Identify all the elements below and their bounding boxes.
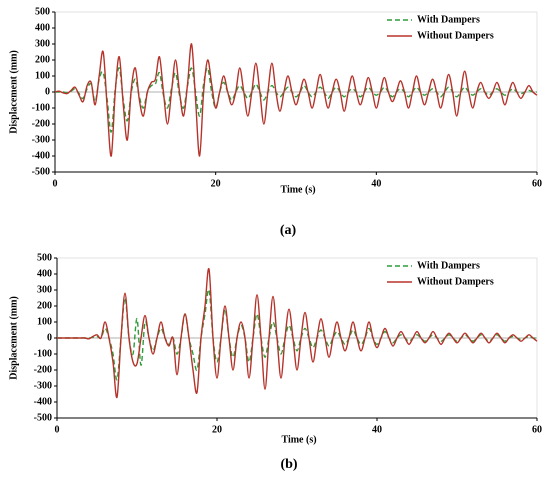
y-tick-label: 300 bbox=[35, 38, 50, 49]
y-tick-label: 100 bbox=[35, 70, 50, 81]
y-tick-label: 300 bbox=[37, 284, 52, 295]
y-tick-label: 500 bbox=[37, 252, 52, 263]
y-tick-label: -400 bbox=[32, 150, 50, 161]
x-axis-label: Time (s) bbox=[281, 434, 316, 445]
caption: (a) bbox=[280, 223, 297, 238]
y-tick-label: 500 bbox=[35, 6, 50, 17]
legend-label: Without Dampers bbox=[417, 276, 494, 287]
data-line bbox=[55, 67, 538, 133]
data-line bbox=[56, 268, 538, 398]
x-axis-label: Time (s) bbox=[280, 184, 315, 195]
y-tick-label: 200 bbox=[37, 300, 52, 311]
legend-label: Without Dampers bbox=[417, 30, 494, 41]
y-tick-label: -100 bbox=[34, 348, 52, 359]
y-tick-label: -300 bbox=[32, 134, 50, 145]
x-tick-label: 0 bbox=[55, 424, 60, 435]
y-tick-label: 400 bbox=[35, 22, 50, 33]
y-tick-label: 100 bbox=[37, 316, 52, 327]
y-tick-label: -200 bbox=[34, 364, 52, 375]
y-tick-label: -500 bbox=[32, 166, 50, 177]
x-tick-label: 40 bbox=[372, 424, 382, 435]
y-tick-label: 0 bbox=[45, 86, 50, 97]
y-tick-label: -500 bbox=[34, 412, 52, 423]
x-tick-label: 60 bbox=[532, 424, 542, 435]
y-axis-label: Displacement (mm) bbox=[8, 50, 19, 134]
caption: (b) bbox=[280, 457, 297, 472]
y-tick-label: 400 bbox=[37, 268, 52, 279]
legend-label: With Dampers bbox=[417, 260, 480, 271]
y-tick-label: 0 bbox=[47, 332, 52, 343]
data-line bbox=[54, 43, 538, 157]
data-line bbox=[56, 288, 538, 381]
x-tick-label: 20 bbox=[211, 178, 221, 189]
legend-label: With Dampers bbox=[417, 14, 480, 25]
y-tick-label: 200 bbox=[35, 54, 50, 65]
y-tick-label: -300 bbox=[34, 380, 52, 391]
x-tick-label: 0 bbox=[53, 178, 58, 189]
y-tick-label: -200 bbox=[32, 118, 50, 129]
x-tick-label: 20 bbox=[212, 424, 222, 435]
y-tick-label: -100 bbox=[32, 102, 50, 113]
x-tick-label: 60 bbox=[532, 178, 542, 189]
y-tick-label: -400 bbox=[34, 396, 52, 407]
y-axis-label: Displacement (mm) bbox=[8, 296, 19, 380]
x-tick-label: 40 bbox=[371, 178, 381, 189]
